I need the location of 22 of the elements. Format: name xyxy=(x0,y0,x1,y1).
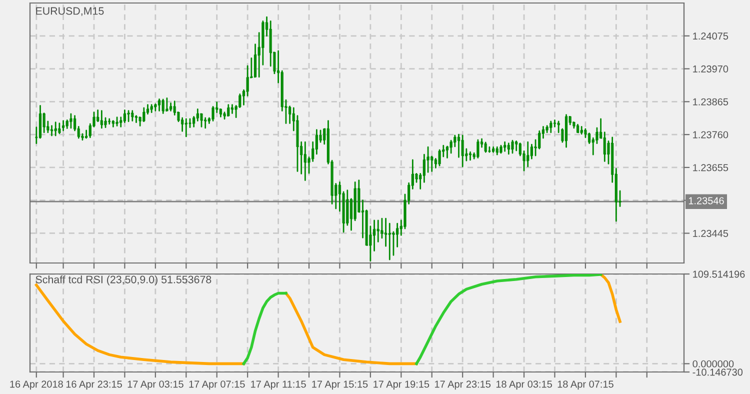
y-tick-label: -10.146730 xyxy=(692,368,743,376)
y-tick-label: 0.000000 xyxy=(692,360,734,368)
chart-title: Schaff tcd RSI (23,50,9.0) 51.553678 xyxy=(36,275,212,286)
x-tick-label: 17 Apr 11:15 xyxy=(251,380,306,390)
y-tick-label: 1.23970 xyxy=(693,65,728,73)
x-tick-label: 18 Apr 03:15 xyxy=(496,380,552,390)
ref-line-label: 1.23546 xyxy=(688,197,724,204)
x-tick-label: 16 Apr 23:15 xyxy=(66,380,122,390)
x-tick-label: 17 Apr 23:15 xyxy=(434,380,491,390)
y-tick-label: 1.24075 xyxy=(693,32,728,40)
x-tick-label: 17 Apr 15:15 xyxy=(312,380,368,390)
x-tick-label: 17 Apr 03:15 xyxy=(128,380,184,390)
chart-title: EURUSD,M15 xyxy=(36,7,104,16)
y-tick-label: 109.514196 xyxy=(693,270,745,278)
x-tick-label: 17 Apr 19:15 xyxy=(374,380,430,390)
x-tick-label: 18 Apr 07:15 xyxy=(558,380,614,390)
x-tick-label: 17 Apr 07:15 xyxy=(189,380,245,390)
y-tick-label: 1.23655 xyxy=(693,164,728,172)
y-tick-label: 1.23445 xyxy=(693,230,728,237)
x-tick-label: 16 Apr 2018 xyxy=(10,380,63,390)
y-tick-label: 1.23760 xyxy=(693,131,728,138)
y-tick-label: 1.23865 xyxy=(693,98,728,106)
